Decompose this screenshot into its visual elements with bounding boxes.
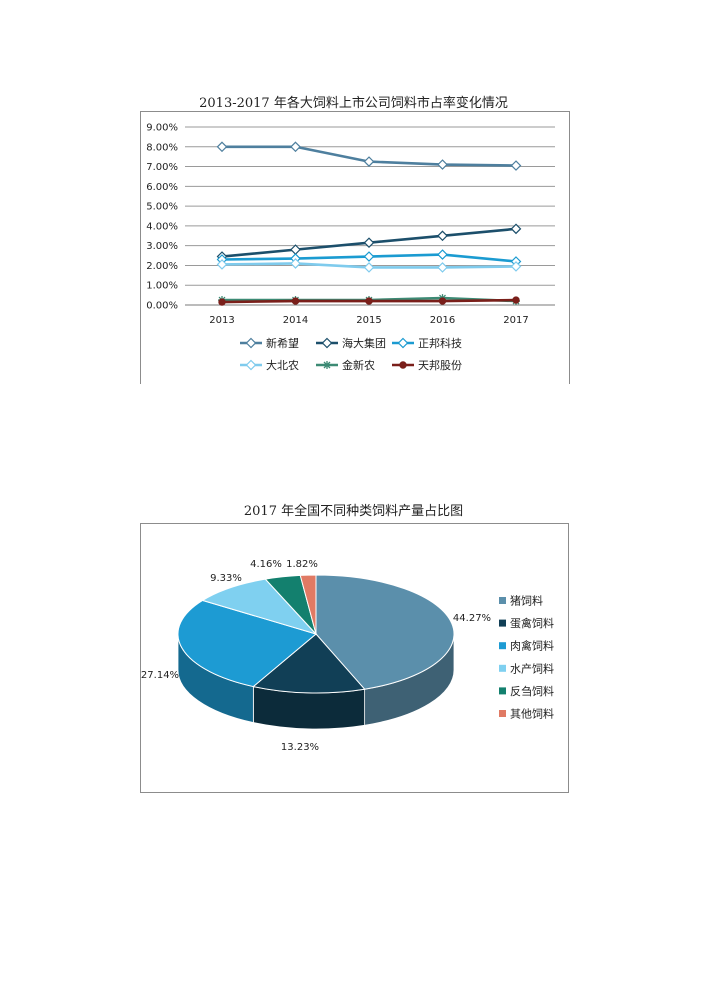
legend-label: 大北农 [266,358,299,372]
legend-swatch [499,619,506,627]
legend-swatch [499,710,506,717]
data-point [512,296,520,304]
pie-slice [315,574,455,690]
legend-label: 猪饲料 [510,594,543,608]
pie-slice [299,574,317,635]
x-tick-label: 2013 [209,315,234,326]
y-tick-label: 6.00% [146,182,178,193]
data-point [437,262,448,273]
legend-item: 蛋禽饲料 [499,616,554,630]
slice-percent-label: 1.82% [286,559,318,570]
legend-item: 金新农 [316,358,375,372]
line-chart-frame [140,111,570,384]
data-point [437,159,448,170]
y-tick-label: 3.00% [146,241,178,252]
legend-marker [397,337,409,349]
pie-slice [201,578,318,635]
y-tick-label: 7.00% [146,162,178,173]
slice-percent-label: 13.23% [281,742,319,753]
y-tick-label: 2.00% [146,261,178,272]
legend-label: 新希望 [266,336,299,350]
line-chart-title: 2013-2017 年各大饲料上市公司饲料市占率变化情况 [199,96,508,111]
legend-label: 其他饲料 [510,707,554,721]
legend-item: 海大集团 [316,336,386,350]
legend-swatch [499,642,506,650]
data-point [510,261,522,272]
legend-label: 水产饲料 [510,661,554,675]
legend-item: 反刍饲料 [499,684,554,698]
x-tick-label: 2017 [503,315,528,326]
pie-top [177,574,455,694]
data-point [290,258,301,269]
data-point [216,259,228,270]
legend-swatch [499,687,506,695]
legend-label: 肉禽饲料 [510,639,554,653]
data-point [363,237,375,249]
x-tick-label: 2014 [283,315,308,326]
legend-item: 天邦股份 [392,359,462,372]
legend-label: 蛋禽饲料 [510,616,554,630]
data-point [290,141,301,153]
series-5 [218,296,520,306]
y-tick-label: 0.00% [146,301,178,312]
legend-label: 海大集团 [342,336,386,350]
data-point [363,251,375,262]
y-tick-label: 1.00% [146,281,178,292]
data-point [437,230,448,242]
pie-slice [252,633,366,694]
legend-item: 新希望 [240,336,299,350]
legend-marker [245,359,257,371]
slice-percent-label: 9.33% [210,573,242,584]
data-point [216,141,228,153]
pie-chart-title: 2017 年全国不同种类饲料产量占比图 [243,504,464,519]
y-tick-label: 8.00% [146,142,178,153]
legend-label: 天邦股份 [418,359,462,372]
legend-marker [399,361,407,369]
data-point [291,297,300,305]
y-tick-label: 5.00% [146,202,178,213]
legend-label: 正邦科技 [418,336,462,350]
data-point [510,160,522,171]
data-point [218,298,226,306]
data-point [510,223,522,235]
legend-item: 大北农 [240,358,299,372]
line-chart: 0.00% 1.00% 2.00% 3.00% 4.00% 5.00% 6.00% 7.00%… [146,123,555,372]
legend-item: 水产饲料 [499,661,554,675]
y-tick-label: 9.00% [146,123,178,134]
series-3 [216,258,522,273]
legend-marker [323,361,331,369]
slice-percent-label: 44.27% [453,613,491,624]
legend-marker [245,337,257,349]
x-tick-label: 2016 [430,315,455,326]
legend-item: 猪饲料 [499,594,543,608]
data-point [365,297,373,305]
data-point [363,156,375,167]
pie-slice [177,599,318,688]
slice-percent-label: 27.14% [141,670,179,681]
data-point [363,262,375,273]
y-tick-label: 4.00% [146,221,178,232]
x-tick-label: 2015 [356,315,381,326]
slice-percent-label: 4.16% [250,559,282,570]
data-point [437,249,448,260]
legend-label: 反刍饲料 [510,684,554,698]
data-point [438,297,447,305]
legend-item: 其他饲料 [499,707,554,721]
legend-item: 肉禽饲料 [499,639,554,653]
legend-marker [321,337,333,349]
series-0 [216,141,522,171]
legend-item: 正邦科技 [392,336,462,350]
legend-label: 金新农 [342,358,375,372]
pie-sides [177,633,455,730]
legend-swatch [499,597,506,604]
legend-swatch [499,664,506,672]
